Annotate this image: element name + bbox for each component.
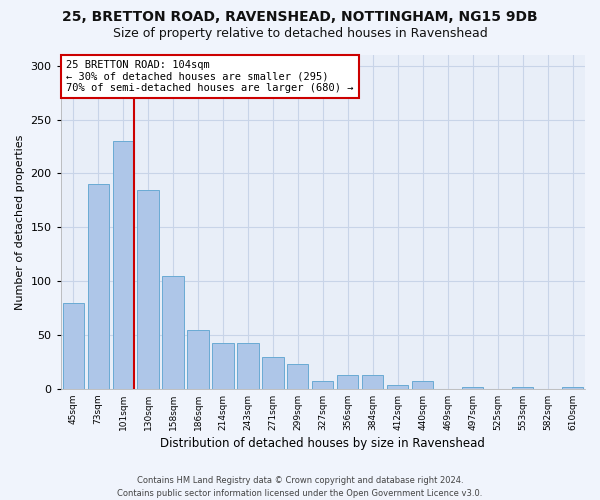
- Bar: [562, 386, 583, 389]
- Bar: [387, 384, 409, 389]
- Bar: [262, 356, 284, 389]
- Bar: [462, 386, 483, 389]
- Text: Contains HM Land Registry data © Crown copyright and database right 2024.
Contai: Contains HM Land Registry data © Crown c…: [118, 476, 482, 498]
- Text: 25 BRETTON ROAD: 104sqm
← 30% of detached houses are smaller (295)
70% of semi-d: 25 BRETTON ROAD: 104sqm ← 30% of detache…: [66, 60, 353, 93]
- Bar: [362, 375, 383, 389]
- Y-axis label: Number of detached properties: Number of detached properties: [15, 134, 25, 310]
- Text: Size of property relative to detached houses in Ravenshead: Size of property relative to detached ho…: [113, 28, 487, 40]
- Text: 25, BRETTON ROAD, RAVENSHEAD, NOTTINGHAM, NG15 9DB: 25, BRETTON ROAD, RAVENSHEAD, NOTTINGHAM…: [62, 10, 538, 24]
- Bar: [287, 364, 308, 389]
- Bar: [163, 276, 184, 389]
- Bar: [212, 342, 233, 389]
- Bar: [412, 382, 433, 389]
- Bar: [187, 330, 209, 389]
- Bar: [88, 184, 109, 389]
- Bar: [512, 386, 533, 389]
- Bar: [337, 375, 358, 389]
- Bar: [137, 190, 159, 389]
- Bar: [113, 141, 134, 389]
- Bar: [312, 382, 334, 389]
- X-axis label: Distribution of detached houses by size in Ravenshead: Distribution of detached houses by size …: [160, 437, 485, 450]
- Bar: [62, 302, 84, 389]
- Bar: [238, 342, 259, 389]
